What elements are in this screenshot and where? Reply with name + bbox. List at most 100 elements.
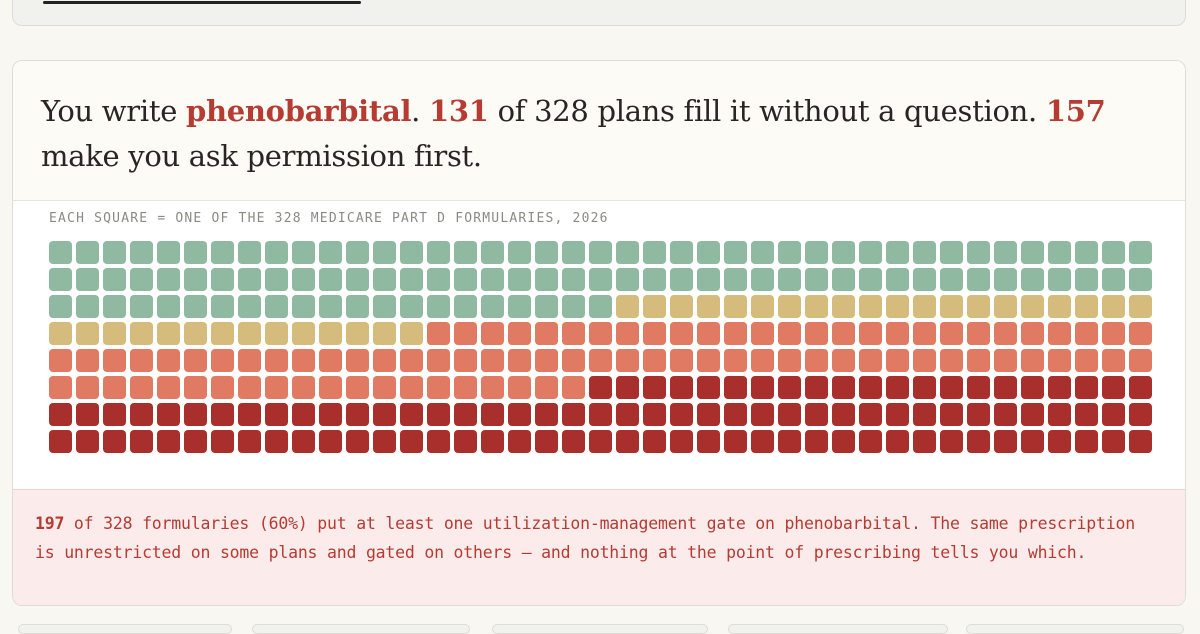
next-card[interactable] [728,624,948,634]
formulary-square [130,403,153,426]
formulary-square [589,403,612,426]
formulary-square [508,376,531,399]
formulary-square [184,295,207,318]
formulary-square [994,295,1017,318]
formulary-square [724,241,747,264]
formulary-square [238,241,261,264]
formulary-square [751,403,774,426]
formulary-square [697,241,720,264]
formulary-square [562,403,585,426]
formulary-square [292,295,315,318]
formulary-square [373,322,396,345]
formulary-square [805,241,828,264]
formulary-square [940,322,963,345]
formulary-square [670,376,693,399]
previous-card-bar [43,1,361,4]
formulary-square [319,268,342,291]
formulary-square [1021,295,1044,318]
formulary-square [724,430,747,453]
formulary-square [535,376,558,399]
formulary-square [373,268,396,291]
formulary-square [346,295,369,318]
formulary-square [724,322,747,345]
next-card[interactable] [252,624,470,634]
formulary-square [832,403,855,426]
formulary-square [1021,268,1044,291]
formulary-square [886,430,909,453]
formulary-square [886,403,909,426]
next-card[interactable] [18,624,232,634]
formulary-square [643,403,666,426]
formulary-square [535,403,558,426]
next-card[interactable] [966,624,1184,634]
formulary-square [508,268,531,291]
formulary-square [184,376,207,399]
next-card[interactable] [492,624,708,634]
formulary-square [913,268,936,291]
formulary-square [535,349,558,372]
formulary-square [805,349,828,372]
formulary-square [697,403,720,426]
formulary-square [319,403,342,426]
formulary-square [49,322,72,345]
formulary-square [103,268,126,291]
formulary-square [967,376,990,399]
formulary-square [400,376,423,399]
formulary-square [697,322,720,345]
formulary-square [265,295,288,318]
formulary-square [76,241,99,264]
formulary-square [697,376,720,399]
formulary-square [265,349,288,372]
formulary-square [1129,268,1152,291]
formulary-square [508,349,531,372]
formulary-square [913,430,936,453]
formulary-square [346,376,369,399]
formulary-square [994,322,1017,345]
formulary-square [589,430,612,453]
formulary-square [1048,403,1071,426]
formulary-square [643,349,666,372]
formulary-square [1102,241,1125,264]
formulary-square [697,295,720,318]
formulary-square [184,322,207,345]
formulary-square [184,430,207,453]
formulary-square [994,403,1017,426]
formulary-square [238,403,261,426]
gated-count: 197 [35,514,65,533]
formulary-square [670,430,693,453]
formulary-square [103,241,126,264]
formulary-square [319,295,342,318]
formulary-square [49,430,72,453]
formulary-square [49,403,72,426]
formulary-square [535,430,558,453]
formulary-square [373,430,396,453]
formulary-square [616,430,639,453]
permission-count: 157 [1045,94,1106,128]
formulary-square [751,241,774,264]
formulary-square [1048,322,1071,345]
formulary-square [697,430,720,453]
formulary-square [994,349,1017,372]
formulary-square [400,268,423,291]
formulary-square [778,403,801,426]
formulary-square [103,403,126,426]
formulary-square [562,241,585,264]
formulary-square [184,241,207,264]
formulary-square [940,349,963,372]
formulary-square [940,376,963,399]
formulary-square [859,430,882,453]
formulary-square [157,376,180,399]
formulary-square [292,322,315,345]
formulary-square [1048,268,1071,291]
unrestricted-count: 131 [429,94,489,128]
waffle-section: EACH SQUARE = ONE OF THE 328 MEDICARE PA… [13,201,1185,489]
formulary-square [913,241,936,264]
formulary-square [778,241,801,264]
formulary-square [454,349,477,372]
formulary-square [508,403,531,426]
waffle-grid [49,241,1152,453]
formulary-square [1075,349,1098,372]
formulary-square [346,430,369,453]
formulary-square [1102,322,1125,345]
formulary-square [211,322,234,345]
